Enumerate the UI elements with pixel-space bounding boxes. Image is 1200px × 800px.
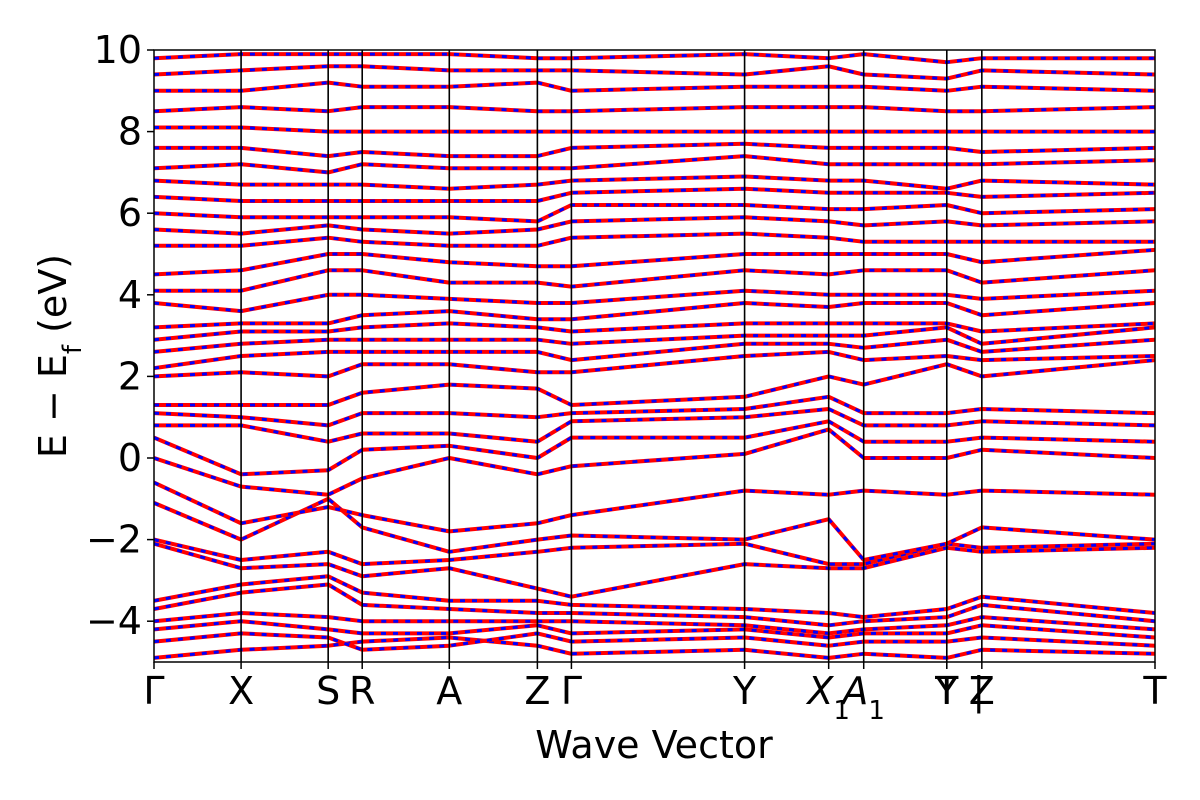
- x-tick-label-12-main: Z: [969, 669, 995, 713]
- y-tick-label-4: 4: [118, 273, 142, 317]
- y-tick-label-1: −2: [86, 518, 142, 562]
- band-29-red-line: [154, 141, 1155, 159]
- x-tick-label-13-main: T: [1142, 669, 1167, 713]
- x-tick-label-10-main: T: [934, 669, 959, 713]
- band-14-blue-dashed-line: [154, 358, 1155, 407]
- x-tick-label-9: A1: [839, 669, 885, 726]
- x-tick-label-1: X: [228, 669, 254, 713]
- y-axis-label-unit: (eV): [31, 254, 75, 345]
- x-tick-label-7: Y: [732, 669, 757, 713]
- x-axis-label: Wave Vector: [535, 723, 773, 767]
- band-20-red-line: [154, 288, 1155, 314]
- y-tick-label-3: 2: [118, 354, 142, 398]
- y-tick-label-2: 0: [118, 436, 142, 480]
- band-14-red-line: [154, 358, 1155, 407]
- band-6-blue-dashed-line: [154, 542, 1155, 599]
- x-tick-label-10: T: [934, 669, 959, 713]
- y-axis-label: E − Ef (eV): [31, 254, 88, 458]
- x-tick-label-8-subscript: 1: [833, 696, 850, 726]
- y-axis-label-main: E − E: [31, 354, 75, 458]
- band-11-blue-dashed-line: [154, 419, 1155, 476]
- x-tick-label-11: Y: [934, 669, 959, 713]
- band-30-red-line: [154, 125, 1155, 134]
- band-26-red-line: [154, 186, 1155, 203]
- band-21-red-line: [154, 268, 1155, 293]
- x-tick-label-2: S: [316, 669, 340, 713]
- x-tick-label-13: T: [1142, 669, 1167, 713]
- x-tick-label-11-main: Y: [934, 669, 959, 713]
- x-tick-label-6: Γ: [561, 669, 582, 713]
- x-tick-label-9-subscript: 1: [868, 696, 885, 726]
- y-ticks-layer: −4 −2 0 2 4 6 8 10: [86, 28, 154, 643]
- y-tick-label-6: 8: [118, 110, 142, 154]
- x-tick-label-4-main: A: [436, 669, 462, 713]
- x-tick-label-0: Γ: [143, 669, 164, 713]
- x-tick-label-8-main: X: [805, 669, 834, 713]
- band-11-red-line: [154, 419, 1155, 477]
- y-tick-label-5: 6: [118, 191, 142, 235]
- x-tick-label-5-main: Z: [524, 669, 550, 713]
- band-22-red-line: [154, 247, 1155, 277]
- plot-frame: [153, 49, 1156, 663]
- x-tick-label-2-main: S: [316, 669, 340, 713]
- kpoint-lines-layer: [240, 50, 983, 662]
- bands-layer: [154, 52, 1155, 660]
- path-break-separator: |: [972, 669, 985, 714]
- x-tick-label-8: X1: [805, 669, 850, 726]
- band-9-blue-dashed-line: [154, 481, 1155, 533]
- x-tick-label-12: Z: [969, 669, 995, 713]
- band-19-red-line: [154, 301, 1155, 330]
- x-tick-label-7-main: Y: [732, 669, 757, 713]
- x-tick-label-5: Z: [524, 669, 550, 713]
- y-axis-label-subscript: f: [58, 344, 88, 354]
- band-33-red-line: [154, 64, 1155, 81]
- x-tick-label-6-main: Γ: [561, 669, 582, 713]
- y-tick-label-7: 10: [94, 28, 142, 72]
- x-tick-label-9-main: A: [839, 669, 868, 713]
- band-23-red-line: [154, 231, 1155, 248]
- x-tick-label-3: R: [349, 669, 375, 713]
- band-31-red-line: [154, 105, 1155, 114]
- x-tick-label-4: A: [436, 669, 462, 713]
- y-tick-label-0: −4: [86, 599, 142, 643]
- x-tick-label-1-main: X: [228, 669, 254, 713]
- x-tick-label-0-main: Γ: [143, 669, 164, 713]
- x-tick-label-3-main: R: [349, 669, 375, 713]
